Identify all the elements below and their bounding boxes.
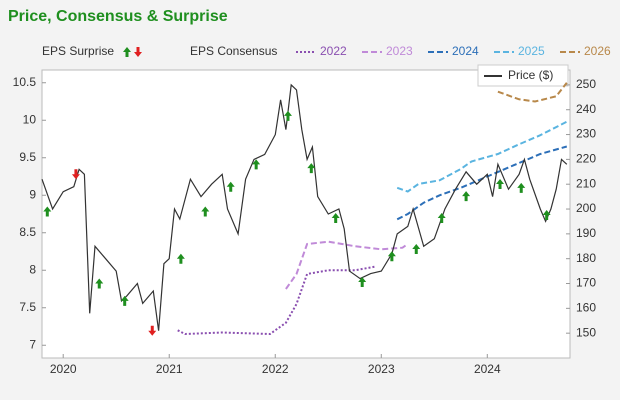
surprise-arrow — [283, 110, 292, 121]
y-tick-label: 9 — [29, 187, 36, 201]
series-line — [497, 82, 568, 103]
y2-tick-label: 250 — [576, 77, 596, 91]
surprise-arrow — [252, 159, 261, 170]
x-tick-label: 2020 — [50, 362, 77, 376]
series-line — [396, 120, 568, 193]
y2-tick-label: 170 — [576, 276, 596, 290]
surprise-arrow — [542, 209, 551, 220]
x-tick-label: 2021 — [156, 362, 183, 376]
y2-tick-label: 180 — [576, 251, 596, 265]
surprise-arrow — [148, 325, 157, 336]
surprise-arrow — [496, 178, 505, 189]
surprise-arrow — [176, 253, 185, 264]
y-tick-label: 7 — [29, 337, 36, 351]
surprise-arrow — [95, 278, 104, 289]
surprise-arrow — [71, 169, 80, 180]
surprise-arrow — [462, 191, 471, 202]
legend-label: 2025 — [518, 44, 545, 58]
y2-tick-label: 240 — [576, 102, 596, 116]
y2-tick-label: 190 — [576, 226, 596, 240]
price-legend-box — [477, 64, 569, 87]
surprise-arrow — [437, 212, 446, 223]
surprise-arrow — [134, 47, 142, 57]
y-tick-label: 8 — [29, 262, 36, 276]
y2-tick-label: 150 — [576, 325, 596, 339]
surprise-arrow — [307, 163, 316, 174]
surprise-legend-label: EPS Surprise — [42, 44, 114, 58]
surprise-arrow — [387, 251, 396, 262]
series-line — [41, 83, 568, 331]
consensus-legend-label: EPS Consensus — [190, 44, 277, 58]
surprise-arrow — [120, 295, 129, 306]
legend-label: Price ($) — [508, 68, 553, 82]
y-tick-label: 10.5 — [13, 75, 37, 89]
y2-tick-label: 200 — [576, 201, 596, 215]
x-tick-label: 2023 — [368, 362, 395, 376]
series-line — [285, 240, 409, 290]
surprise-arrow — [226, 181, 235, 192]
legend-label: 2023 — [386, 44, 413, 58]
y-tick-label: 8.5 — [19, 225, 36, 239]
x-tick-label: 2024 — [474, 362, 501, 376]
surprise-arrow — [123, 47, 131, 57]
y2-tick-label: 160 — [576, 301, 596, 315]
surprise-arrow — [43, 206, 52, 217]
y-tick-label: 9.5 — [19, 150, 36, 164]
legend-label: 2024 — [452, 44, 479, 58]
chart-title: Price, Consensus & Surprise — [8, 8, 228, 25]
y-tick-label: 7.5 — [19, 300, 36, 314]
surprise-arrow — [358, 277, 367, 288]
y2-tick-label: 220 — [576, 152, 596, 166]
legend-label: 2022 — [320, 44, 347, 58]
series-line — [177, 265, 377, 336]
plot-area — [41, 69, 571, 359]
surprise-arrow — [201, 206, 210, 217]
surprise-arrow — [331, 212, 340, 223]
surprise-arrow — [517, 182, 526, 193]
x-tick-label: 2022 — [262, 362, 289, 376]
legend-label: 2026 — [584, 44, 611, 58]
y2-tick-label: 210 — [576, 176, 596, 190]
y-tick-label: 10 — [23, 112, 37, 126]
y2-tick-label: 230 — [576, 127, 596, 141]
surprise-arrow — [412, 244, 421, 255]
